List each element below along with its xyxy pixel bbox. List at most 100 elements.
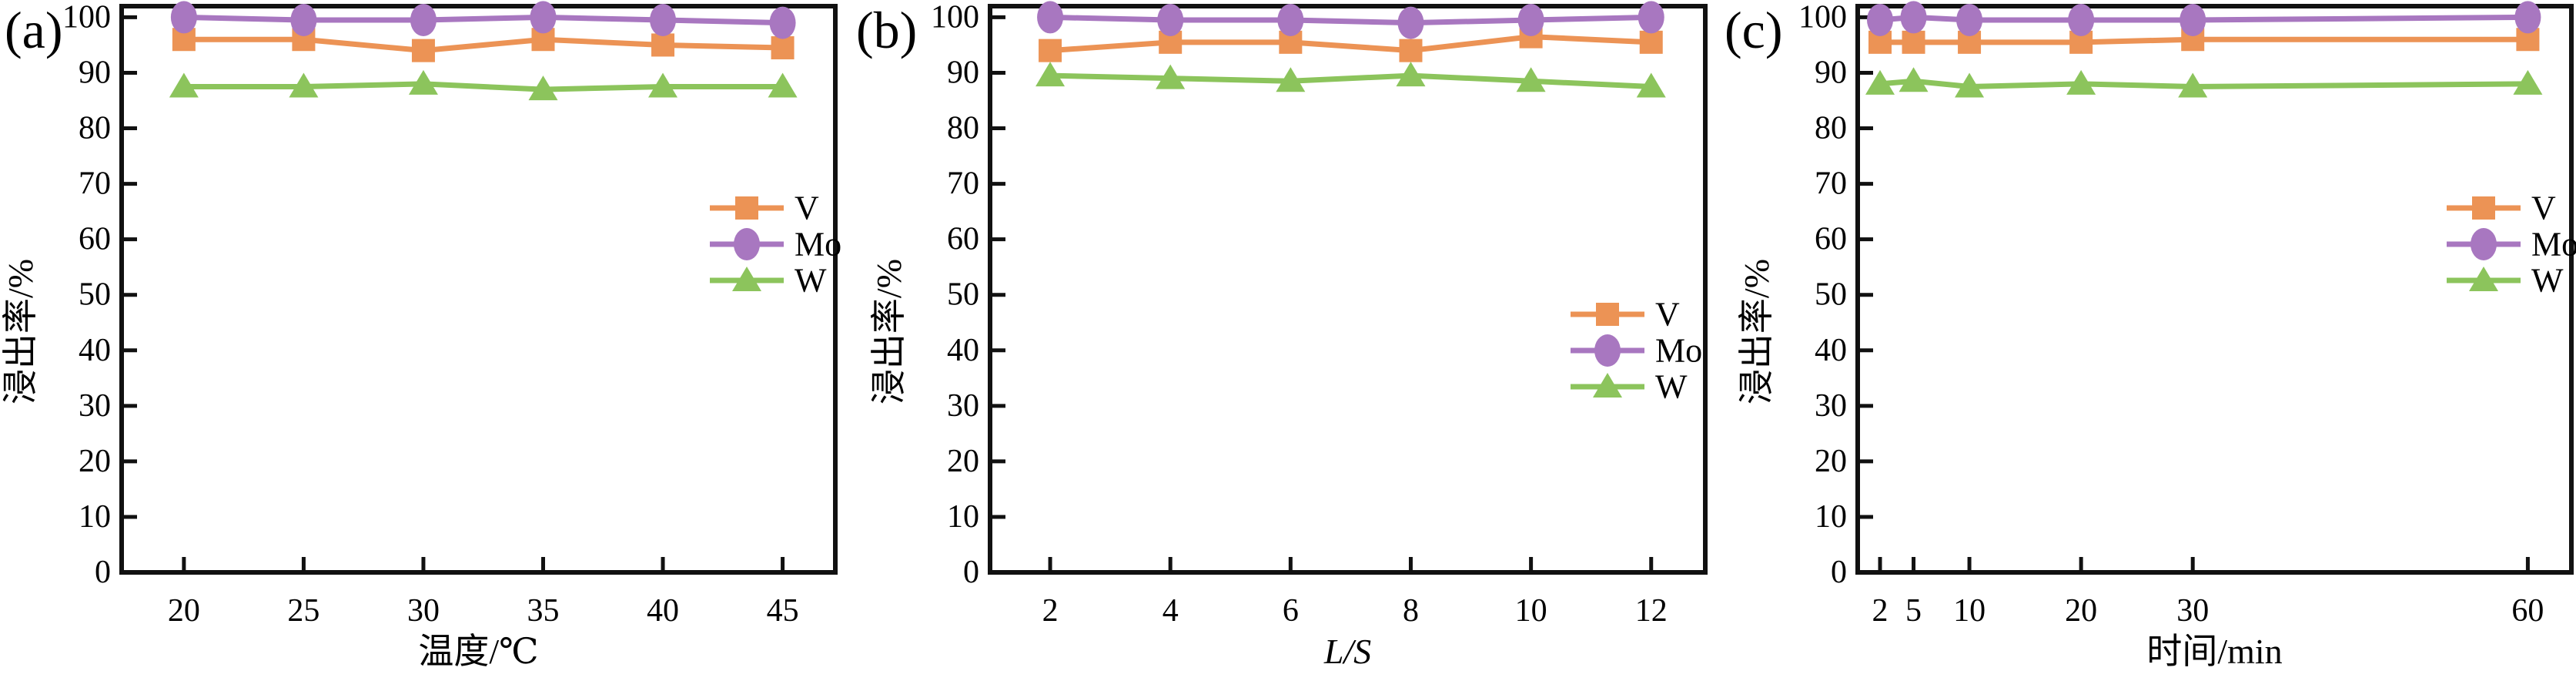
data-point-V-5 bbox=[771, 36, 795, 60]
data-point-Mo-3 bbox=[2068, 4, 2095, 37]
y-tick-label: 10 bbox=[947, 499, 979, 535]
data-point-Mo-2 bbox=[1277, 4, 1304, 37]
y-tick-label: 50 bbox=[1815, 277, 1847, 313]
legend-item-V: V bbox=[2447, 190, 2556, 227]
panel-c: 0 10 20 30 40 50 60 70 80 90 100 2 5 10 20 30 60 时间/min 浸出… bbox=[1725, 0, 2576, 671]
data-point-W-3 bbox=[528, 75, 558, 101]
data-point-Mo-2 bbox=[410, 4, 437, 37]
y-tick-label: 0 bbox=[963, 555, 979, 590]
data-point-W-0 bbox=[169, 72, 199, 98]
x-tick-label: 5 bbox=[1905, 593, 1922, 629]
x-tick-label: 8 bbox=[1403, 593, 1419, 629]
legend-label-Mo: Mo bbox=[2531, 226, 2576, 263]
data-point-W-1 bbox=[1899, 67, 1929, 92]
y-tick-label: 60 bbox=[947, 222, 979, 257]
data-point-Mo-0 bbox=[1037, 1, 1064, 34]
x-tick-label: 6 bbox=[1283, 593, 1299, 629]
x-axis: 20 25 30 35 40 45 bbox=[168, 557, 799, 629]
data-point-W-2 bbox=[1276, 67, 1306, 92]
legend-label-Mo: Mo bbox=[1655, 332, 1702, 370]
y-tick-label: 10 bbox=[1815, 499, 1847, 535]
plot-frame bbox=[119, 4, 838, 575]
panel-a: 0 10 20 30 40 50 60 70 80 90 100 20 25 30 35 40 45 温度/℃ 浸出… bbox=[1, 0, 841, 671]
y-axis: 0 10 20 30 40 50 60 70 80 90 100 bbox=[1798, 0, 1873, 590]
x-tick-label: 4 bbox=[1163, 593, 1179, 629]
data-point-Mo-1 bbox=[290, 4, 317, 37]
legend-label-W: W bbox=[795, 262, 827, 300]
y-tick-label: 50 bbox=[79, 277, 111, 313]
legend-marker-W bbox=[1593, 373, 1622, 398]
y-tick-label: 10 bbox=[79, 499, 111, 535]
data-point-W-2 bbox=[1955, 72, 1985, 98]
data-point-V-5 bbox=[1639, 30, 1663, 54]
series-line-W bbox=[1877, 78, 2531, 89]
legend-item-Mo: Mo bbox=[1571, 332, 1702, 370]
data-point-Mo-0 bbox=[170, 1, 197, 34]
y-tick-label: 90 bbox=[79, 55, 111, 90]
y-tick-label: 90 bbox=[1815, 55, 1847, 90]
y-tick-label: 70 bbox=[1815, 166, 1847, 202]
series-line-W bbox=[181, 81, 786, 92]
legend-label-V: V bbox=[1655, 296, 1680, 334]
series-line-V bbox=[181, 36, 786, 54]
data-point-V-1 bbox=[1902, 30, 1925, 54]
y-tick-label: 60 bbox=[79, 222, 111, 257]
x-axis-title: L/S bbox=[1323, 632, 1371, 671]
data-point-Mo-4 bbox=[1517, 4, 1544, 37]
data-point-Mo-4 bbox=[650, 4, 677, 37]
y-tick-label: 90 bbox=[947, 55, 979, 90]
plot-frame bbox=[988, 4, 1708, 575]
data-point-V-3 bbox=[1399, 39, 1423, 62]
x-tick-label: 45 bbox=[767, 593, 799, 629]
legend-label-V: V bbox=[2531, 190, 2556, 227]
legend-item-V: V bbox=[710, 190, 819, 227]
x-tick-label: 25 bbox=[287, 593, 319, 629]
y-tick-label: 100 bbox=[1798, 0, 1847, 35]
x-tick-label: 30 bbox=[2176, 593, 2209, 629]
legend-item-Mo: Mo bbox=[2447, 226, 2576, 263]
x-tick-label: 12 bbox=[1635, 593, 1668, 629]
data-point-W-5 bbox=[768, 72, 798, 98]
data-point-W-4 bbox=[1516, 67, 1546, 92]
data-point-W-2 bbox=[408, 69, 438, 95]
x-tick-label: 10 bbox=[1515, 593, 1547, 629]
data-point-W-3 bbox=[1396, 62, 1426, 87]
y-axis-title: 浸出率/% bbox=[1737, 259, 1776, 404]
data-point-Mo-0 bbox=[1867, 4, 1894, 37]
legend-item-Mo: Mo bbox=[710, 226, 841, 263]
data-point-Mo-5 bbox=[1638, 1, 1664, 34]
panel-letter: (b) bbox=[856, 1, 917, 59]
data-point-Mo-3 bbox=[530, 1, 557, 34]
legend-marker-W bbox=[732, 267, 761, 291]
x-tick-label: 20 bbox=[2065, 593, 2097, 629]
y-tick-label: 100 bbox=[931, 0, 979, 35]
y-tick-label: 40 bbox=[79, 333, 111, 368]
data-point-Mo-4 bbox=[2180, 4, 2206, 37]
y-tick-label: 100 bbox=[62, 0, 111, 35]
y-tick-label: 40 bbox=[1815, 333, 1847, 368]
x-tick-label: 30 bbox=[407, 593, 440, 629]
data-point-Mo-3 bbox=[1397, 6, 1424, 39]
y-axis: 0 10 20 30 40 50 60 70 80 90 100 bbox=[62, 0, 137, 590]
panel-letter: (a) bbox=[5, 1, 62, 59]
data-point-Mo-5 bbox=[769, 6, 796, 39]
data-point-W-1 bbox=[1156, 64, 1186, 89]
x-axis: 2 5 10 20 30 60 bbox=[1872, 557, 2544, 629]
data-point-V-2 bbox=[411, 39, 435, 62]
y-axis: 0 10 20 30 40 50 60 70 80 90 100 bbox=[931, 0, 1005, 590]
legend-marker-V bbox=[1596, 303, 1619, 326]
data-point-W-3 bbox=[2066, 69, 2096, 95]
series-line-V bbox=[1047, 34, 1654, 54]
series-line-W bbox=[1047, 72, 1654, 89]
y-tick-label: 80 bbox=[947, 111, 979, 146]
y-tick-label: 70 bbox=[947, 166, 979, 202]
y-tick-label: 20 bbox=[947, 444, 979, 479]
legend-marker-Mo bbox=[1594, 334, 1621, 367]
data-point-Mo-1 bbox=[1157, 4, 1184, 37]
y-tick-label: 80 bbox=[1815, 111, 1847, 146]
y-tick-label: 50 bbox=[947, 277, 979, 313]
y-tick-label: 20 bbox=[1815, 444, 1847, 479]
